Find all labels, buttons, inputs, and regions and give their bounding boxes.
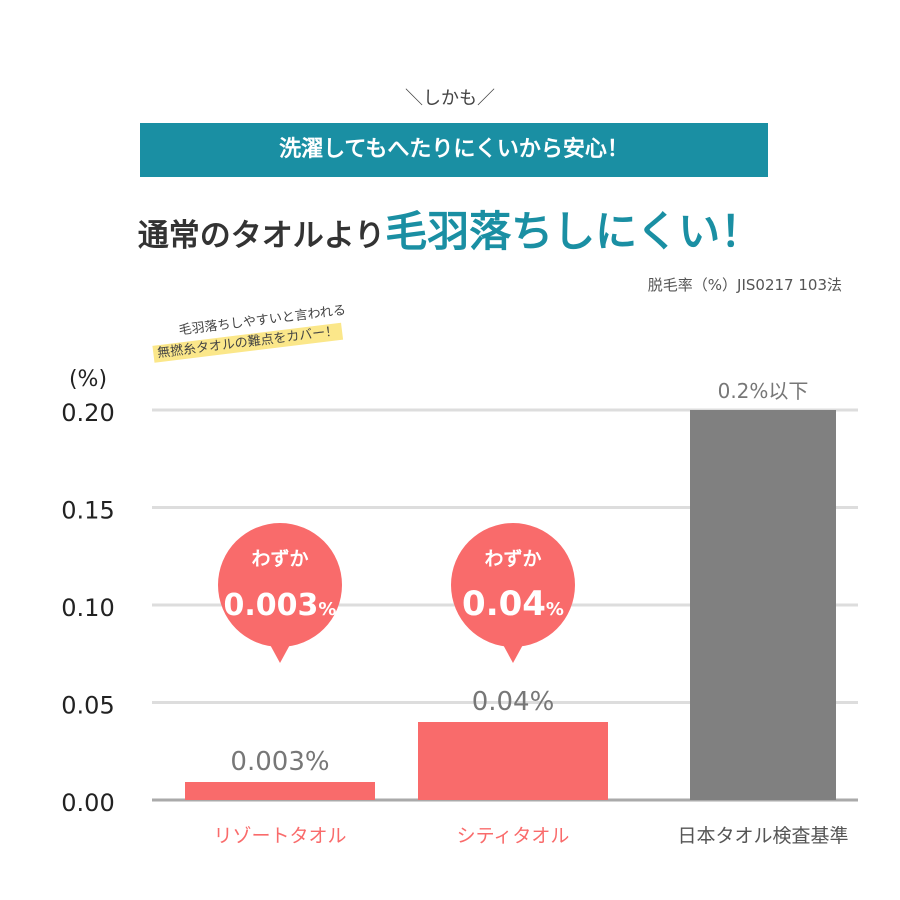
category-label: リゾートタオル	[213, 825, 346, 847]
callout-unit: %	[318, 599, 336, 620]
category-label: 日本タオル検査基準	[677, 825, 848, 847]
y-tick-label: 0.05	[61, 692, 114, 720]
callout-top: わずか	[484, 548, 541, 570]
callout-unit: %	[546, 599, 564, 620]
y-axis-label: (%)	[69, 367, 107, 392]
data-label: 0.003%	[230, 747, 329, 777]
banner: 洗濯してもへたりにくいから安心！	[140, 123, 768, 177]
callout-value: 0.003%	[224, 588, 337, 623]
y-tick-label: 0.00	[61, 789, 114, 817]
callout-bubble	[451, 523, 575, 647]
headline-highlight: 毛羽落ちしにくい！	[385, 207, 763, 256]
headline: 通常のタオルより毛羽落ちしにくい！	[0, 204, 900, 260]
y-tick-label: 0.20	[61, 399, 114, 427]
category-label: シティタオル	[457, 825, 570, 847]
lead-text: ＼しかも／	[405, 88, 495, 109]
y-tick-label: 0.10	[61, 594, 114, 622]
bar	[418, 722, 608, 800]
data-label: 0.2%以下	[718, 379, 809, 403]
callout-top: わずか	[251, 548, 308, 570]
callout-bubble	[218, 523, 342, 647]
data-label: 0.04%	[472, 687, 555, 717]
method-note: 脱毛率（%）JIS0217 103法	[647, 276, 842, 294]
callout-tail	[501, 641, 525, 663]
bar	[185, 782, 375, 800]
bar	[690, 410, 836, 800]
callout-tail	[268, 641, 292, 663]
headline-part1: 通常のタオルより	[137, 218, 386, 254]
y-tick-label: 0.15	[61, 497, 114, 525]
